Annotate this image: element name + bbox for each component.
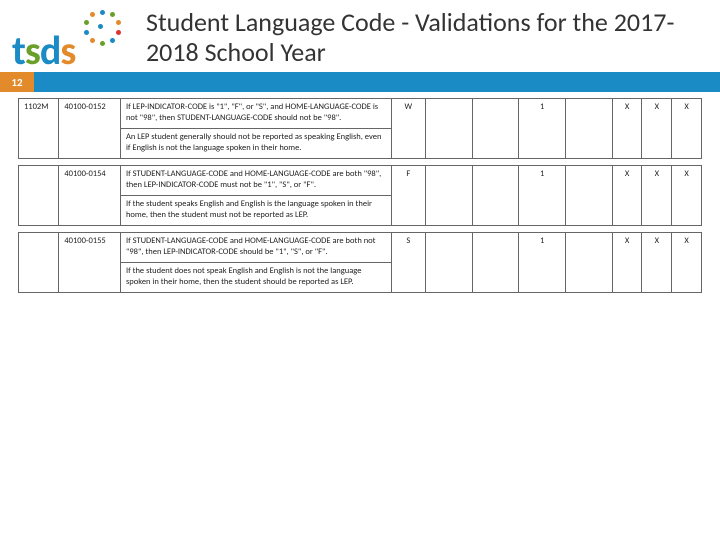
cell-blank bbox=[472, 165, 519, 225]
tsds-logo: tsds bbox=[12, 8, 132, 68]
cell-severity: F bbox=[391, 165, 425, 225]
cell-code: 40100-0154 bbox=[59, 165, 121, 225]
cell-blank bbox=[472, 232, 519, 292]
cell-rule: If STUDENT-LANGUAGE-CODE and HOME-LANGUA… bbox=[120, 232, 391, 262]
cell-severity: W bbox=[391, 99, 425, 159]
cell-x: X bbox=[642, 99, 672, 159]
cell-x: X bbox=[642, 232, 672, 292]
cell-blank bbox=[566, 232, 613, 292]
cell-blank bbox=[425, 99, 472, 159]
cell-id bbox=[19, 232, 59, 292]
logo-text: tsds bbox=[12, 26, 75, 75]
cell-code: 40100-0152 bbox=[59, 99, 121, 159]
cell-explain: An LEP student generally should not be r… bbox=[120, 128, 391, 158]
cell-sub: 1 bbox=[519, 99, 566, 159]
cell-x: X bbox=[672, 232, 702, 292]
cell-id: 1102M bbox=[19, 99, 59, 159]
validation-row: 1102M 40100-0152 If LEP-INDICATOR-CODE i… bbox=[18, 98, 702, 159]
cell-x: X bbox=[672, 99, 702, 159]
cell-x: X bbox=[672, 165, 702, 225]
cell-x: X bbox=[642, 165, 672, 225]
header: tsds Student Language Code - Validations… bbox=[0, 0, 720, 72]
cell-sub: 1 bbox=[519, 165, 566, 225]
page-title: Student Language Code - Validations for … bbox=[146, 8, 708, 68]
validation-row: 40100-0155 If STUDENT-LANGUAGE-CODE and … bbox=[18, 232, 702, 293]
cell-x: X bbox=[612, 99, 642, 159]
cell-blank bbox=[566, 165, 613, 225]
logo-dots-icon bbox=[84, 10, 124, 50]
validation-row: 40100-0154 If STUDENT-LANGUAGE-CODE and … bbox=[18, 165, 702, 226]
cell-code: 40100-0155 bbox=[59, 232, 121, 292]
cell-x: X bbox=[612, 232, 642, 292]
cell-explain: If the student speaks English and Englis… bbox=[120, 195, 391, 225]
cell-id bbox=[19, 165, 59, 225]
cell-rule: If LEP-INDICATOR-CODE is "1", "F", or "S… bbox=[120, 99, 391, 129]
title-bar: 12 bbox=[0, 72, 720, 92]
cell-sub: 1 bbox=[519, 232, 566, 292]
cell-explain: If the student does not speak English an… bbox=[120, 262, 391, 292]
page-number-badge: 12 bbox=[0, 72, 34, 92]
cell-x: X bbox=[612, 165, 642, 225]
validation-tables: 1102M 40100-0152 If LEP-INDICATOR-CODE i… bbox=[0, 92, 720, 293]
cell-blank bbox=[566, 99, 613, 159]
cell-blank bbox=[425, 165, 472, 225]
cell-blank bbox=[425, 232, 472, 292]
cell-severity: S bbox=[391, 232, 425, 292]
cell-blank bbox=[472, 99, 519, 159]
cell-rule: If STUDENT-LANGUAGE-CODE and HOME-LANGUA… bbox=[120, 165, 391, 195]
